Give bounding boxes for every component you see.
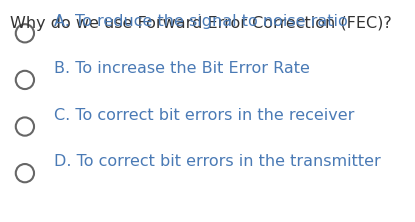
- Text: A. To reduce the signal to noise ratio: A. To reduce the signal to noise ratio: [54, 14, 348, 30]
- Text: B. To increase the Bit Error Rate: B. To increase the Bit Error Rate: [54, 61, 310, 76]
- Text: Why do we use Forward Error Correction (FEC)?: Why do we use Forward Error Correction (…: [10, 16, 392, 31]
- Text: C. To correct bit errors in the receiver: C. To correct bit errors in the receiver: [54, 108, 354, 123]
- Text: D. To correct bit errors in the transmitter: D. To correct bit errors in the transmit…: [54, 154, 381, 169]
